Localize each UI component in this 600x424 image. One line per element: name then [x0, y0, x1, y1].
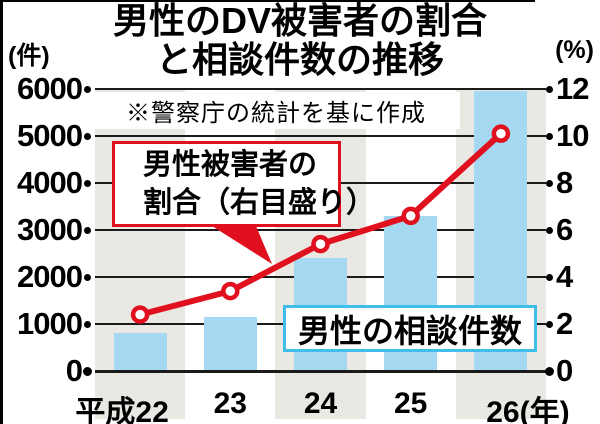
right-tick-label: 0 — [556, 353, 573, 388]
right-axis-tick-dot — [545, 85, 553, 93]
source-note: ※警察庁の統計を基に作成 — [92, 92, 460, 129]
left-axis-unit: (件) — [8, 42, 50, 70]
right-tick-label: 6 — [556, 212, 573, 247]
right-tick-label: 8 — [556, 165, 573, 200]
left-tick-label: 0 — [65, 353, 83, 388]
left-axis-tick-dot — [82, 366, 92, 376]
left-tick-label: 5000 — [17, 118, 83, 153]
frame-line-left — [0, 0, 3, 424]
right-axis-unit: (%) — [555, 36, 594, 64]
ratio-callout-tail — [212, 226, 272, 264]
bar — [113, 333, 167, 371]
right-tick-label: 4 — [556, 259, 573, 294]
right-tick-label: 10 — [556, 118, 589, 153]
right-axis-tick-dot — [545, 132, 553, 140]
chart-title-line2: と相談件数の推移 — [155, 38, 444, 80]
left-axis-tick-dot — [83, 226, 91, 234]
chart-title-line1: 男性のDV被害者の割合 — [112, 0, 487, 41]
right-tick-label: 2 — [556, 306, 573, 341]
x-axis-label: 25 — [394, 387, 428, 420]
bar — [203, 316, 257, 371]
data-point-marker — [221, 281, 240, 301]
left-tick-label: 1000 — [17, 306, 83, 341]
left-axis-tick-dot — [83, 179, 91, 187]
left-axis-tick-dot — [83, 273, 91, 281]
ratio-callout-box: 男性被害者の 割合（右目盛り） — [112, 141, 376, 227]
left-tick-label: 3000 — [17, 212, 83, 247]
right-axis-tick-dot — [545, 273, 553, 281]
x-axis-label: 24 — [303, 387, 338, 420]
frame-line-top — [0, 0, 535, 2]
ratio-callout-line2: 割合（右目盛り） — [143, 187, 376, 220]
right-axis-tick-dot — [544, 366, 554, 376]
bars-label-text: 男性の相談件数 — [297, 312, 522, 349]
left-tick-label: 2000 — [17, 259, 83, 294]
left-axis-tick-dot — [83, 132, 91, 140]
chart-title: 男性のDV被害者の割合 と相談件数の推移 — [30, 0, 570, 80]
left-tick-label: 6000 — [17, 71, 83, 106]
left-axis-tick-dot — [83, 85, 91, 93]
right-axis-tick-dot — [545, 226, 553, 234]
right-axis-tick-dot — [545, 320, 553, 328]
left-axis-tick-dot — [83, 320, 91, 328]
x-axis-label: 平成22 — [75, 396, 169, 424]
ratio-callout-line1: 男性被害者の — [143, 149, 318, 181]
bars-label-box: 男性の相談件数 — [283, 305, 537, 352]
x-axis-label: 26(年) — [486, 396, 570, 424]
right-axis-tick-dot — [545, 179, 553, 187]
baseline — [95, 369, 546, 373]
grid-line — [95, 88, 546, 90]
x-axis-label: 23 — [213, 387, 247, 420]
right-tick-label: 12 — [556, 71, 589, 106]
left-tick-label: 4000 — [17, 165, 83, 200]
